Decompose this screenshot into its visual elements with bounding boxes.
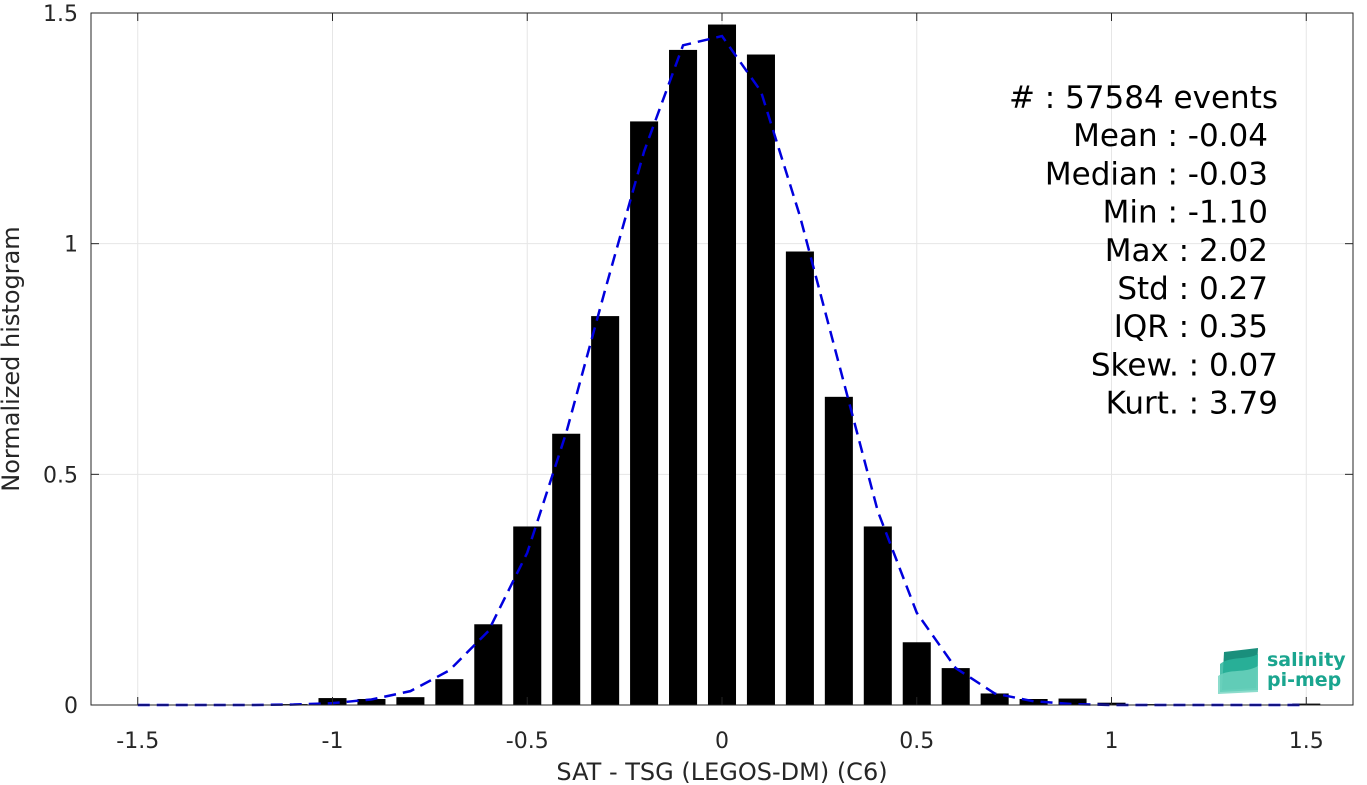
x-tick-label: -0.5: [506, 729, 549, 754]
logo-wave-icon: [1218, 648, 1258, 694]
logo-text-pi-mep: pi-mep: [1267, 669, 1341, 691]
histogram-bar: [591, 316, 620, 705]
stat-line: Mean : -0.04: [1073, 118, 1268, 154]
x-tick-label: -1: [322, 729, 344, 754]
y-tick-label: 1: [64, 233, 78, 258]
tick-labels: -1.5 -1 -0.5 0 0.5 1 1.5 0 0.5 1 1.5: [43, 2, 1324, 754]
histogram-bar: [513, 526, 542, 705]
histogram-bar: [630, 121, 659, 705]
histogram-bar: [863, 526, 892, 705]
stat-line: IQR : 0.35: [1114, 309, 1268, 345]
stat-line: Max : 2.02: [1105, 233, 1268, 269]
histogram-bar: [357, 699, 386, 705]
logo-text-salinity: salinity: [1267, 649, 1346, 671]
y-tick-label: 0: [64, 694, 78, 719]
y-axis-label: Normalized histogram: [0, 226, 25, 491]
histogram-bar: [669, 49, 698, 705]
stat-line: Skew. : 0.07: [1091, 347, 1278, 383]
histogram-bar: [746, 54, 775, 705]
stat-line: Std : 0.27: [1117, 271, 1268, 307]
histogram-bar: [1019, 699, 1048, 705]
histogram-bar: [396, 697, 425, 705]
stat-line: Min : -1.10: [1103, 195, 1268, 231]
histogram-bar: [785, 251, 814, 705]
histogram-bars: [279, 24, 1321, 706]
stat-line: # : 57584 events: [1009, 80, 1278, 116]
y-tick-label: 0.5: [43, 463, 78, 488]
y-tick-label: 1.5: [43, 2, 78, 27]
x-axis-label: SAT - TSG (LEGOS-DM) (C6): [556, 758, 887, 785]
x-tick-label: 1.5: [1289, 729, 1324, 754]
stat-line: Kurt. : 3.79: [1106, 386, 1278, 422]
histogram-bar: [707, 24, 737, 706]
histogram-bar: [980, 693, 1009, 705]
x-tick-label: 0: [715, 729, 729, 754]
salinity-pi-mep-logo: salinity pi-mep: [1218, 648, 1346, 694]
histogram-bar: [1058, 698, 1087, 705]
x-tick-label: 0.5: [899, 729, 934, 754]
histogram-bar: [435, 679, 464, 705]
x-tick-label: -1.5: [116, 729, 159, 754]
axes: [90, 12, 1354, 706]
histogram-bar: [474, 624, 503, 705]
histogram-bar: [552, 433, 581, 705]
x-tick-label: 1: [1105, 729, 1119, 754]
stat-line: Median : -0.03: [1045, 156, 1268, 192]
histogram-bar: [941, 668, 970, 705]
histogram-bar: [902, 642, 931, 705]
histogram-bar: [824, 396, 853, 705]
